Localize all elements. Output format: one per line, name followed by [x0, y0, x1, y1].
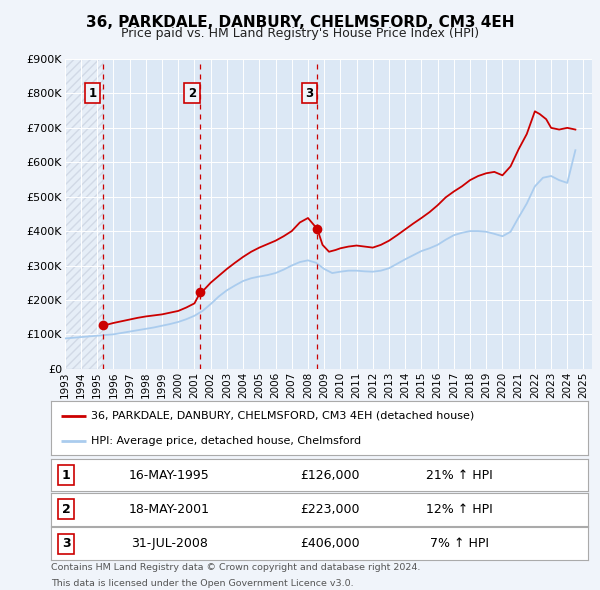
- Text: 31-JUL-2008: 31-JUL-2008: [131, 537, 208, 550]
- Text: 3: 3: [62, 537, 70, 550]
- Text: HPI: Average price, detached house, Chelmsford: HPI: Average price, detached house, Chel…: [91, 436, 361, 446]
- Text: £223,000: £223,000: [301, 503, 360, 516]
- Text: 2: 2: [188, 87, 196, 100]
- Text: 1: 1: [88, 87, 97, 100]
- Text: 3: 3: [305, 87, 313, 100]
- Text: Contains HM Land Registry data © Crown copyright and database right 2024.: Contains HM Land Registry data © Crown c…: [51, 563, 421, 572]
- Text: 1: 1: [62, 468, 70, 482]
- Text: £126,000: £126,000: [301, 468, 360, 482]
- Text: This data is licensed under the Open Government Licence v3.0.: This data is licensed under the Open Gov…: [51, 579, 353, 588]
- Text: 18-MAY-2001: 18-MAY-2001: [128, 503, 209, 516]
- Text: £406,000: £406,000: [301, 537, 360, 550]
- Text: 36, PARKDALE, DANBURY, CHELMSFORD, CM3 4EH: 36, PARKDALE, DANBURY, CHELMSFORD, CM3 4…: [86, 15, 514, 30]
- Text: 2: 2: [62, 503, 70, 516]
- Text: Price paid vs. HM Land Registry's House Price Index (HPI): Price paid vs. HM Land Registry's House …: [121, 27, 479, 40]
- Text: 16-MAY-1995: 16-MAY-1995: [129, 468, 209, 482]
- Text: 12% ↑ HPI: 12% ↑ HPI: [426, 503, 493, 516]
- Text: 21% ↑ HPI: 21% ↑ HPI: [426, 468, 493, 482]
- Text: 7% ↑ HPI: 7% ↑ HPI: [430, 537, 488, 550]
- Text: 36, PARKDALE, DANBURY, CHELMSFORD, CM3 4EH (detached house): 36, PARKDALE, DANBURY, CHELMSFORD, CM3 4…: [91, 411, 475, 421]
